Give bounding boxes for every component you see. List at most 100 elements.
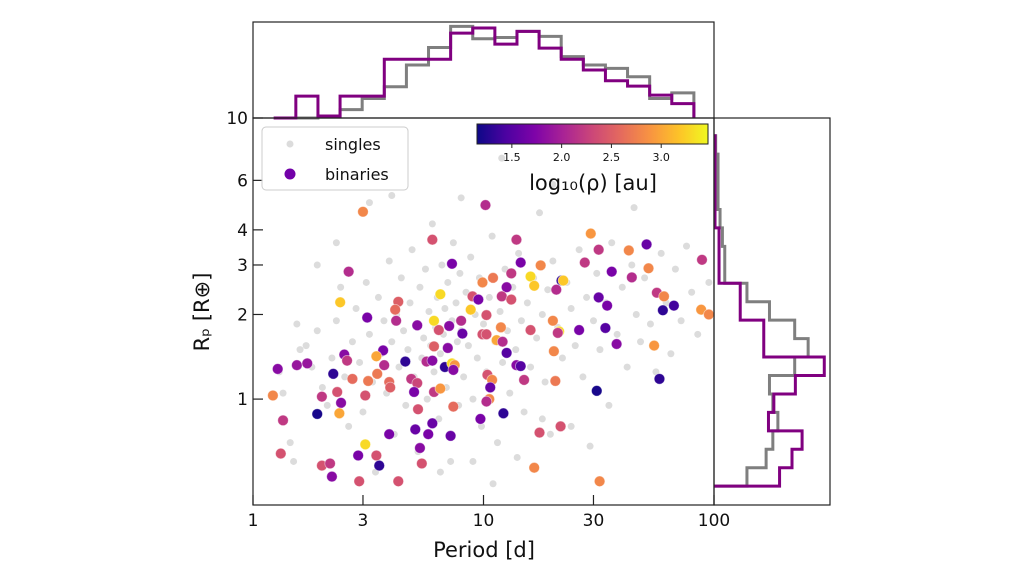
binary-point — [357, 206, 369, 218]
binary-point — [359, 389, 371, 402]
binary-point — [514, 360, 527, 372]
single-point — [586, 442, 594, 450]
binary-point — [335, 397, 347, 409]
x-axis-label: Period [d] — [433, 538, 535, 562]
legend-label-singles: singles — [325, 135, 381, 154]
single-point — [469, 395, 477, 403]
single-point — [517, 317, 525, 325]
single-point — [416, 283, 424, 291]
binary-point — [550, 284, 563, 296]
single-point — [694, 330, 702, 338]
single-point — [457, 194, 465, 202]
single-point — [388, 192, 396, 200]
x-tick-label: 30 — [583, 511, 605, 531]
single-point — [449, 239, 457, 247]
single-point — [538, 310, 546, 318]
single-point — [402, 401, 410, 409]
binary-point — [648, 339, 660, 352]
binary-point — [442, 342, 454, 354]
single-point — [558, 354, 566, 362]
single-point — [385, 257, 393, 265]
single-point — [549, 257, 557, 265]
single-point — [425, 307, 433, 315]
single-point — [436, 468, 444, 476]
y-tick-label: 1 — [237, 390, 248, 410]
binary-point — [549, 375, 562, 387]
binary-point — [496, 290, 508, 303]
binary-point — [487, 272, 499, 284]
single-point — [630, 204, 638, 212]
single-point — [579, 373, 587, 381]
binary-point — [409, 423, 422, 436]
single-point — [549, 180, 557, 188]
single-point — [705, 278, 713, 286]
single-point — [395, 363, 403, 371]
x-axis: 1 3 10 30 100 — [248, 495, 730, 531]
x-tick-label: 3 — [358, 511, 369, 531]
binary-point — [500, 281, 513, 293]
binaries-radius-hist — [713, 134, 826, 488]
single-point — [571, 342, 579, 350]
singles-radius-hist — [714, 134, 810, 488]
binary-point — [411, 319, 423, 332]
single-point — [452, 299, 460, 307]
single-point — [480, 320, 487, 328]
single-point — [613, 330, 621, 338]
single-point — [527, 363, 535, 371]
binary-point — [592, 243, 605, 256]
binary-point — [272, 363, 284, 375]
single-point — [365, 330, 373, 338]
single-point — [512, 346, 520, 354]
binary-point — [399, 355, 412, 368]
single-point — [302, 342, 310, 350]
single-point — [323, 401, 331, 409]
binary-point — [642, 262, 655, 274]
colorbar-gradient — [476, 123, 709, 145]
binary-point — [547, 315, 559, 327]
binary-point — [554, 420, 567, 433]
binary-point — [703, 308, 714, 321]
colorbar-label: log₁₀(ρ) [au] — [529, 171, 657, 195]
single-point — [341, 373, 349, 381]
binary-point — [433, 324, 445, 336]
single-point — [279, 389, 287, 397]
binary-point — [267, 389, 279, 402]
binary-point — [327, 368, 339, 380]
binary-point — [390, 315, 402, 327]
binary-point — [623, 244, 635, 257]
binary-point — [333, 407, 346, 420]
binary-point — [426, 417, 439, 430]
single-point — [313, 261, 321, 269]
single-point — [541, 378, 549, 386]
binary-point — [428, 315, 440, 327]
binary-point — [444, 430, 457, 442]
binary-point — [342, 265, 355, 278]
binary-point — [370, 449, 383, 462]
binary-point — [479, 199, 492, 211]
binary-point — [599, 322, 612, 334]
single-point — [498, 154, 506, 162]
single-point — [348, 338, 356, 346]
single-point — [337, 283, 345, 291]
single-point — [332, 239, 340, 247]
binary-point — [291, 359, 303, 371]
binary-point — [496, 336, 509, 348]
single-point — [538, 415, 546, 423]
binary-point — [610, 338, 623, 350]
binary-point — [591, 385, 603, 397]
single-point — [453, 338, 461, 346]
single-point — [420, 334, 428, 342]
binary-point — [353, 475, 365, 487]
single-point — [583, 293, 591, 301]
binary-point — [480, 309, 493, 321]
single-point — [485, 293, 493, 301]
binary-point — [383, 428, 395, 440]
binary-point — [505, 293, 517, 306]
legend-marker-binaries — [284, 168, 296, 180]
binary-point — [524, 324, 537, 336]
binary-point — [579, 256, 591, 269]
single-point — [444, 278, 452, 286]
single-point — [293, 320, 301, 328]
single-point — [608, 239, 616, 247]
binary-point — [408, 386, 420, 398]
